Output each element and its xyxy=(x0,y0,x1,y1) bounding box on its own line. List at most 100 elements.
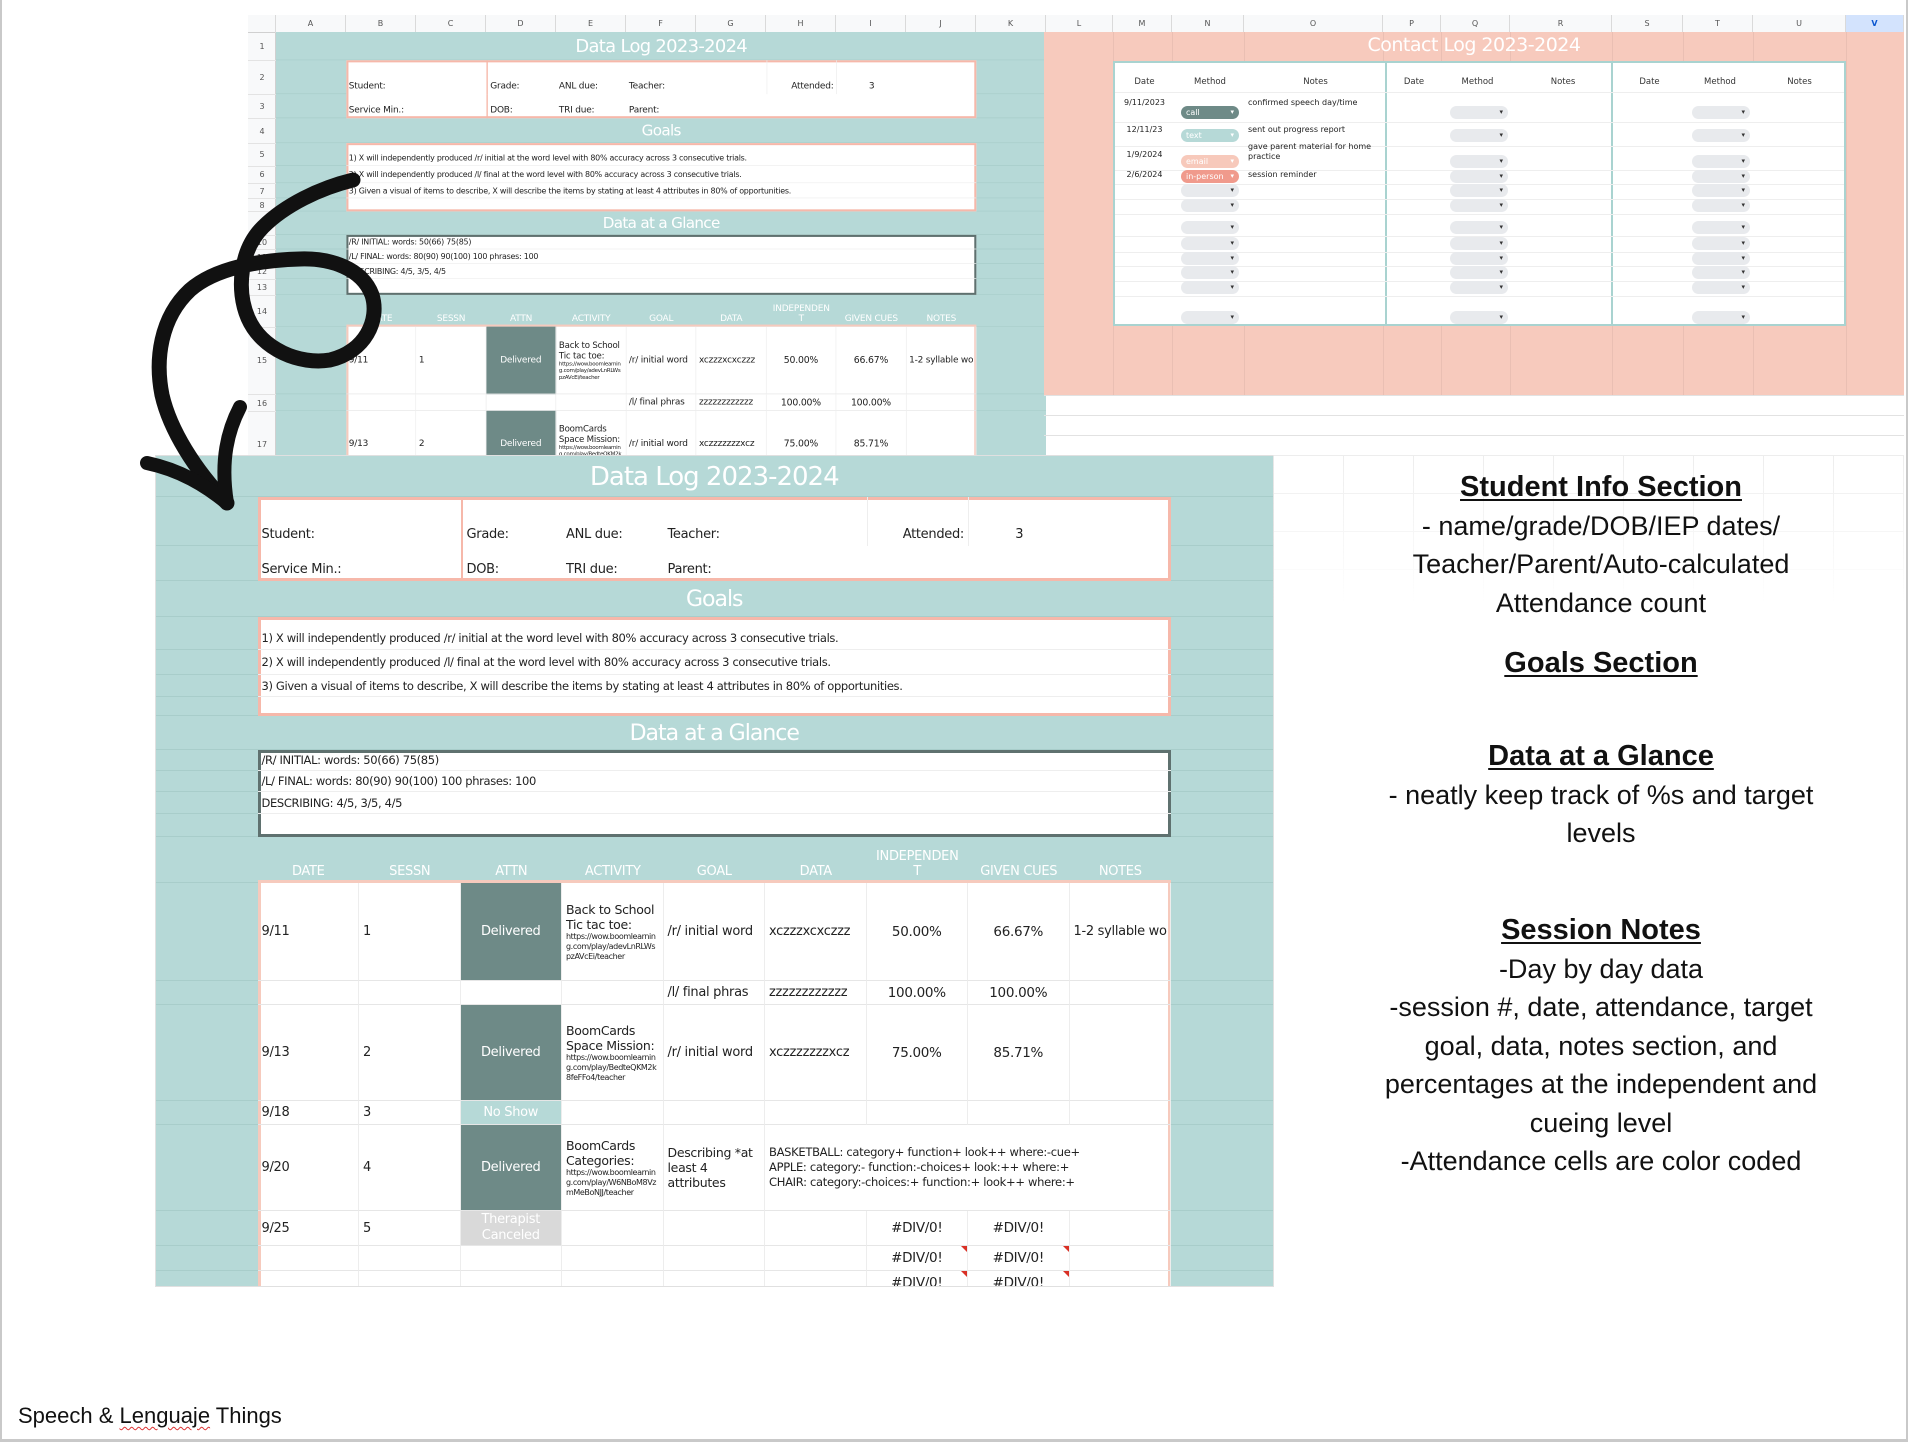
row-header-9[interactable]: 9 xyxy=(248,212,276,236)
attendance-cell[interactable] xyxy=(460,1246,562,1271)
independent-cell[interactable]: 50.00% xyxy=(866,883,968,981)
column-header-s[interactable]: S xyxy=(1612,15,1683,33)
data-cell[interactable] xyxy=(765,1101,867,1125)
method-dropdown[interactable]: ▾ xyxy=(1450,184,1508,197)
independent-cell[interactable] xyxy=(866,1101,968,1125)
service-min-label[interactable]: Service Min.: xyxy=(261,562,342,577)
notes-cell[interactable] xyxy=(1069,981,1171,1005)
method-dropdown[interactable]: ▾ xyxy=(1692,266,1750,279)
goal-2[interactable]: 2) X will independently produced /l/ fin… xyxy=(257,650,1171,675)
column-header-k[interactable]: K xyxy=(976,15,1046,33)
date-cell[interactable] xyxy=(257,981,359,1005)
notes-cell[interactable] xyxy=(1069,1246,1171,1271)
activity-cell[interactable] xyxy=(556,394,627,411)
column-header-a[interactable]: A xyxy=(276,15,346,33)
method-dropdown[interactable]: ▾ xyxy=(1181,237,1239,250)
data-cell[interactable]: xczzzxcxczzz xyxy=(765,883,867,981)
method-dropdown[interactable]: ▾ xyxy=(1692,129,1750,142)
column-header-l[interactable]: L xyxy=(1046,15,1113,33)
contact-notes[interactable]: gave parent material for home practice xyxy=(1248,142,1372,161)
glance-line-l[interactable]: /L/ FINAL: words: 80(90) 90(100) 100 phr… xyxy=(346,249,977,264)
goal-3[interactable]: 3) Given a visual of items to describe, … xyxy=(346,183,977,199)
method-dropdown[interactable]: call ▾ xyxy=(1181,106,1239,119)
activity-cell[interactable]: BoomCards Space Mission: https://wow.boom… xyxy=(562,1005,664,1101)
date-cell[interactable]: 9/25 xyxy=(257,1211,359,1246)
attendance-cell[interactable] xyxy=(460,981,562,1005)
method-dropdown[interactable]: ▾ xyxy=(1181,281,1239,294)
activity-cell[interactable] xyxy=(562,1211,664,1246)
notes-cell[interactable]: 1-2 syllable wo xyxy=(1069,883,1171,981)
column-header-j[interactable]: J xyxy=(906,15,976,33)
data-cell[interactable] xyxy=(765,1246,867,1271)
given-cues-cell[interactable]: 85.71% xyxy=(968,1005,1070,1101)
row-header-3[interactable]: 3 xyxy=(248,95,276,120)
method-dropdown[interactable]: ▾ xyxy=(1181,184,1239,197)
notes-cell[interactable]: 1-2 syllable wo xyxy=(906,326,977,395)
glance-line-l[interactable]: /L/ FINAL: words: 80(90) 90(100) 100 phr… xyxy=(257,771,1171,792)
method-dropdown[interactable]: ▾ xyxy=(1692,281,1750,294)
goal-cell[interactable]: Describing *at least 4 attributes xyxy=(663,1125,765,1211)
dob-label[interactable]: DOB: xyxy=(486,94,556,119)
date-cell[interactable]: 9/11 xyxy=(257,883,359,981)
column-header-n[interactable]: N xyxy=(1172,15,1244,33)
row-header-16[interactable]: 16 xyxy=(248,395,276,412)
session-cell[interactable] xyxy=(359,981,461,1005)
anl-due-label[interactable]: ANL due: xyxy=(566,527,623,542)
independent-cell[interactable]: #DIV/0! xyxy=(867,1271,968,1286)
column-header-i[interactable]: I xyxy=(836,15,906,33)
method-dropdown[interactable]: ▾ xyxy=(1692,155,1750,168)
grade-label[interactable]: Grade: xyxy=(460,497,563,546)
data-cell[interactable]: BASKETBALL: category+ function+ look++ w… xyxy=(765,1125,1171,1211)
activity-cell[interactable]: BoomCards Categories: https://wow.boomlea… xyxy=(562,1125,664,1211)
row-header-15[interactable]: 15 xyxy=(248,328,276,396)
method-dropdown[interactable]: ▾ xyxy=(1450,237,1508,250)
goal-cell[interactable]: /r/ initial word xyxy=(663,883,765,981)
goal-cell[interactable]: /l/ final phras xyxy=(663,981,765,1005)
method-dropdown[interactable]: ▾ xyxy=(1692,221,1750,234)
method-dropdown[interactable]: ▾ xyxy=(1450,281,1508,294)
glance-line-describing[interactable]: DESCRIBING: 4/5, 3/5, 4/5 xyxy=(346,264,977,280)
method-dropdown[interactable]: email ▾ xyxy=(1181,155,1239,168)
contact-notes[interactable]: confirmed speech day/time xyxy=(1248,98,1358,107)
contact-date[interactable]: 1/9/2024 xyxy=(1126,150,1163,159)
teacher-label[interactable]: Teacher: xyxy=(667,527,720,542)
data-cell[interactable]: xczzzzzzzxcz xyxy=(765,1005,867,1101)
contact-date[interactable]: 9/11/2023 xyxy=(1123,98,1166,107)
activity-cell[interactable] xyxy=(562,981,664,1005)
method-dropdown[interactable]: text ▾ xyxy=(1181,129,1239,142)
independent-cell[interactable]: #DIV/0! xyxy=(866,1246,968,1271)
row-header-11[interactable]: 11 xyxy=(248,250,276,265)
date-cell[interactable] xyxy=(258,1271,359,1286)
row-header-17[interactable]: 17 xyxy=(248,412,276,455)
glance-line-describing[interactable]: DESCRIBING: 4/5, 3/5, 4/5 xyxy=(257,792,1171,814)
session-cell[interactable]: 2 xyxy=(359,1005,461,1101)
session-cell[interactable]: 1 xyxy=(416,326,487,395)
data-cell[interactable]: xczzzzzzzxcz xyxy=(696,410,767,455)
notes-cell[interactable] xyxy=(1069,1101,1171,1125)
given-cues-cell[interactable]: 100.00% xyxy=(836,394,907,411)
attendance-cell[interactable]: Delivered xyxy=(486,326,557,395)
session-cell[interactable]: 1 xyxy=(359,883,461,981)
glance-line-r[interactable]: /R/ INITIAL: words: 50(66) 75(85) xyxy=(257,750,1171,771)
given-cues-cell[interactable]: 66.67% xyxy=(968,883,1070,981)
activity-link[interactable]: https://wow.boomlearning.com/play/W6NBoM… xyxy=(566,1167,657,1197)
method-dropdown[interactable]: ▾ xyxy=(1450,221,1508,234)
independent-cell[interactable]: 100.00% xyxy=(866,981,968,1005)
activity-cell[interactable]: Back to School Tic tac toe: https://wow.b… xyxy=(562,883,664,981)
grade-label[interactable]: Grade: xyxy=(486,60,556,95)
student-label[interactable]: Student: xyxy=(348,80,386,92)
activity-link[interactable]: https://wow.boomlearning.com/play/adevLn… xyxy=(566,931,656,961)
attendance-cell[interactable]: Delivered xyxy=(460,1125,562,1211)
column-header-g[interactable]: G xyxy=(696,15,766,33)
independent-cell[interactable]: 75.00% xyxy=(866,1005,968,1101)
method-dropdown[interactable]: ▾ xyxy=(1450,311,1508,324)
row-header-4[interactable]: 4 xyxy=(248,119,276,145)
method-dropdown[interactable]: ▾ xyxy=(1692,311,1750,324)
attendance-cell[interactable]: Delivered xyxy=(460,883,562,981)
method-dropdown[interactable]: ▾ xyxy=(1692,252,1750,265)
method-dropdown[interactable]: ▾ xyxy=(1181,252,1239,265)
column-header-p[interactable]: P xyxy=(1383,15,1441,33)
parent-label[interactable]: Parent: xyxy=(667,562,712,577)
contact-date[interactable]: 2/6/2024 xyxy=(1126,170,1163,179)
column-header-r[interactable]: R xyxy=(1510,15,1612,33)
